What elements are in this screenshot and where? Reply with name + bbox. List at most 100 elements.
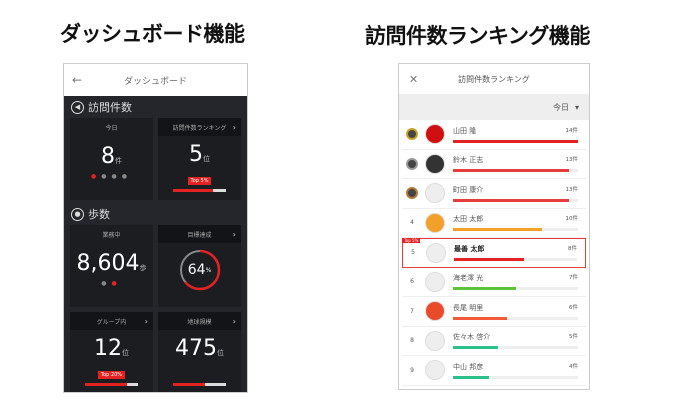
rank-number: 9 [410, 366, 414, 374]
top-badge: Top 5% [187, 177, 212, 185]
ranking-row[interactable]: 4 太田 太郎 10件 [402, 209, 586, 238]
unit: 位 [203, 155, 210, 163]
ranking-row[interactable]: 山田 隆 14件 [402, 120, 586, 150]
header: ✕ 訪問件数ランキング [399, 64, 589, 94]
ranking-row[interactable]: 鈴木 正志 13件 [402, 150, 586, 179]
goal-ring: 64% [178, 248, 222, 292]
visit-count: 13件 [565, 157, 579, 164]
medal-icon [406, 187, 418, 200]
progress-fill [453, 139, 578, 143]
today-visits-card[interactable]: 今日 8件 ●●●● [70, 118, 153, 200]
steps-value: 8,604 [76, 251, 140, 276]
visit-count: 7件 [569, 275, 578, 282]
visit-count: 10件 [565, 216, 579, 223]
progress-fill [453, 169, 570, 173]
progress-bar [454, 258, 577, 262]
header: ← ダッシュボード [64, 64, 247, 96]
progress-bar [453, 169, 578, 173]
visit-icon: ◀ [71, 100, 84, 114]
ranking-row[interactable]: 6 海老澤 光 7件 [402, 268, 586, 297]
chevron-right-icon: › [232, 229, 236, 239]
user-name: 中山 邦彦 [453, 362, 484, 371]
progress-bar [453, 228, 578, 232]
footprint-icon: ● [71, 207, 84, 221]
caret-down-icon: ▾ [574, 102, 579, 112]
visit-ranking-card[interactable]: 訪問件数ランキング › 5位 Top 5% [158, 118, 241, 200]
user-name: 長尾 明里 [453, 303, 484, 312]
section-title: 歩数 [88, 208, 110, 221]
rank-number: 8 [410, 337, 414, 345]
avatar [425, 330, 445, 351]
unit: 位 [217, 349, 224, 357]
visits-section: ◀ 訪問件数 [64, 96, 247, 118]
progress-bar [173, 189, 226, 192]
card-title: 今日 [105, 124, 118, 132]
screen-title: ダッシュボード [123, 76, 187, 87]
progress-bar [85, 383, 138, 386]
unit: 歩 [139, 264, 147, 272]
card-title: 業務中 [102, 231, 121, 239]
back-arrow-icon[interactable]: ← [72, 73, 83, 87]
progress-bar [453, 139, 578, 143]
visit-count: 14件 [565, 127, 579, 134]
progress-bar [173, 383, 226, 386]
avatar [426, 242, 446, 263]
progress-bar [453, 316, 578, 320]
rank-number: 5 [411, 249, 415, 257]
page-dots[interactable]: ●● [101, 280, 122, 287]
progress-fill [453, 287, 516, 291]
avatar [425, 360, 445, 381]
user-name: 山田 隆 [453, 126, 477, 135]
card-title: 目標達成 [187, 231, 212, 239]
ranking-row[interactable]: 9 中山 邦彦 4件 [402, 356, 586, 386]
dashboard-heading: ダッシュボード機能 [60, 22, 245, 46]
period-select[interactable]: 今日 ▾ [399, 94, 589, 120]
working-steps-card[interactable]: 業務中 8,604歩 ●● [70, 225, 153, 307]
ranking-row[interactable]: 町田 康介 13件 [402, 179, 586, 209]
today-value: 8 [101, 144, 115, 169]
user-name: 海老澤 光 [453, 274, 484, 283]
goal-card[interactable]: 目標達成 › 64% [158, 225, 241, 307]
ranking-row[interactable]: 8 佐々木 啓介 5件 [402, 327, 586, 356]
unit: % [205, 266, 212, 274]
unit: 位 [122, 349, 129, 357]
visit-count: 13件 [565, 186, 579, 193]
rank-value: 5 [189, 142, 203, 167]
avatar [425, 153, 445, 174]
card-title: グループ内 [96, 318, 127, 326]
progress-bar [453, 346, 578, 350]
progress-bar [453, 375, 578, 379]
screen-title: 訪問件数ランキング [458, 74, 530, 84]
visit-count: 5件 [569, 334, 578, 341]
user-name: 佐々木 啓介 [453, 333, 491, 342]
avatar [425, 183, 445, 204]
goal-value: 64 [187, 262, 206, 278]
page-dots[interactable]: ●●●● [91, 173, 132, 180]
ranking-screen: ✕ 訪問件数ランキング 今日 ▾ 山田 隆 14件 鈴木 正志 13件 町田 康介 13… [398, 63, 590, 390]
user-name: 最善 太郎 [454, 245, 485, 254]
chevron-right-icon: › [232, 122, 236, 132]
user-name: 鈴木 正志 [453, 156, 484, 165]
rank-number: 4 [410, 219, 414, 227]
top-badge: Top 5% [402, 238, 421, 243]
dashboard-screen: ← ダッシュボード ◀ 訪問件数 今日 8件 ●●●● 訪問件数ランキング › 5位… [63, 63, 248, 393]
avatar [425, 212, 445, 233]
medal-icon [406, 128, 418, 141]
group-rank-card[interactable]: グループ内 › 12位 Top 20% [70, 312, 153, 392]
medal-icon [406, 157, 418, 170]
steps-section: ● 歩数 [64, 203, 247, 225]
avatar [425, 301, 445, 322]
progress-fill [454, 258, 525, 262]
progress-fill [453, 316, 507, 320]
avatar [425, 124, 445, 145]
ranking-row[interactable]: Top 5% 5 最善 太郎 8件 [402, 238, 586, 268]
global-rank-card[interactable]: 地球規模 › 475位 [158, 312, 241, 392]
top-badge: Top 20% [97, 371, 126, 379]
progress-fill [453, 346, 498, 350]
group-rank-value: 12 [94, 336, 122, 361]
close-icon[interactable]: ✕ [409, 72, 419, 86]
ranking-row[interactable]: 7 長尾 明里 6件 [402, 297, 586, 327]
rank-number: 7 [410, 307, 414, 315]
section-title: 訪問件数 [88, 101, 132, 114]
visit-count: 6件 [569, 304, 578, 311]
